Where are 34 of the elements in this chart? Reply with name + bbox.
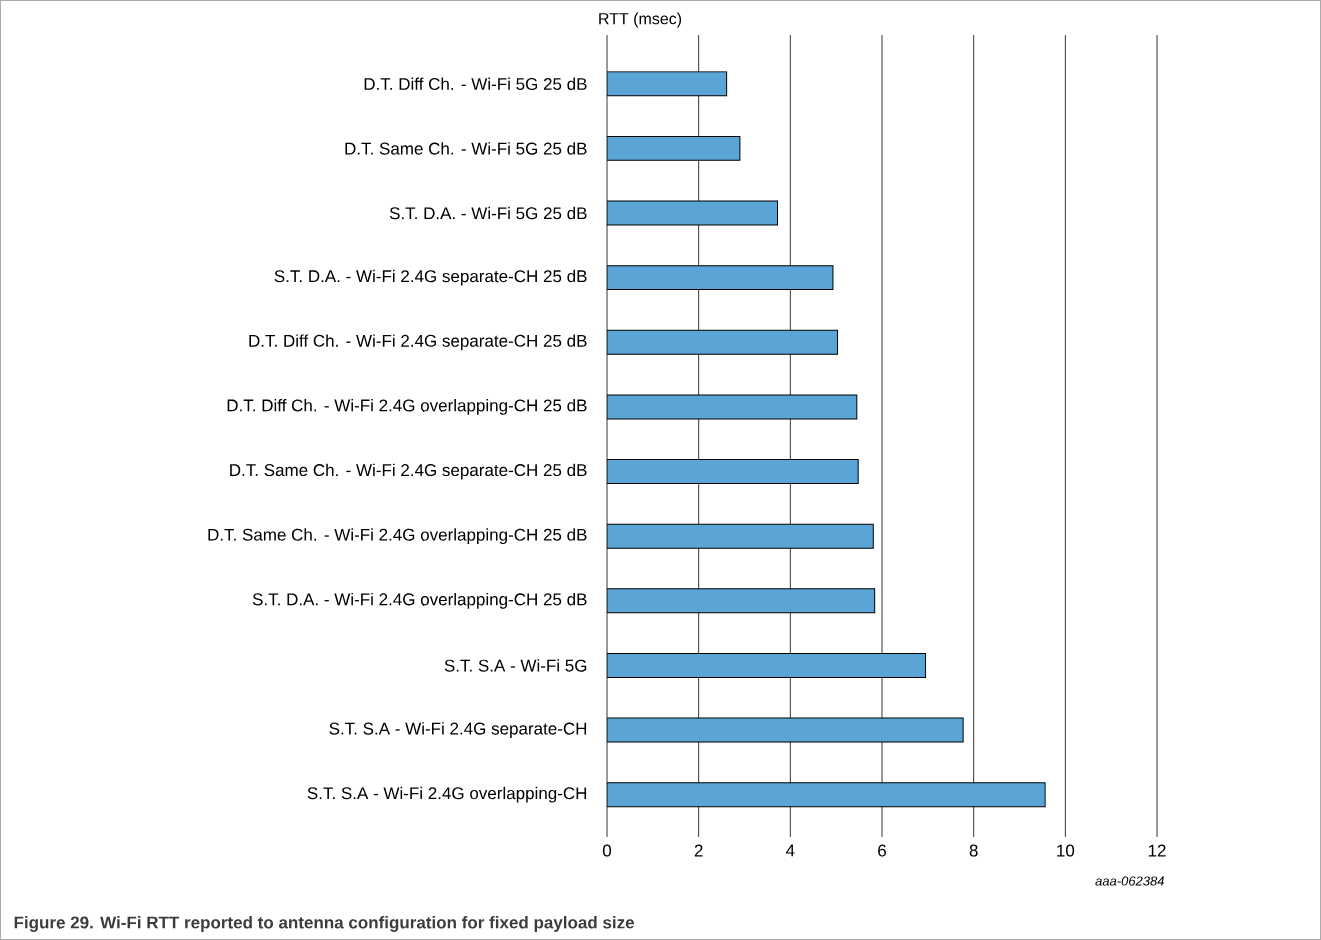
text: Figure 29. Wi-Fi RTT reported to antenna configuration for fixed payload size xyxy=(14,916,635,932)
y-tick-label: D.T. Diff Ch. - Wi-Fi 2.4G overlapping-CH 25 dB xyxy=(227,399,587,415)
bar xyxy=(607,459,859,485)
bar xyxy=(607,265,834,291)
bar xyxy=(607,782,1046,808)
x-axis-title: RTT (msec) xyxy=(599,12,682,28)
x-tick-label: 0 xyxy=(602,844,612,857)
y-tick-label: D.T. Diff Ch. - Wi-Fi 5G 25 dB xyxy=(364,77,587,91)
bar xyxy=(607,588,876,614)
y-tick-label: S.T. S.A - Wi-Fi 5G xyxy=(444,659,587,672)
x-tick-label: 8 xyxy=(969,844,978,857)
y-tick-label: S.T. D.A. - Wi-Fi 5G 25 dB xyxy=(389,206,587,220)
bar xyxy=(607,200,779,226)
y-tick-label: D.T. Same Ch. - Wi-Fi 5G 25 dB xyxy=(345,142,587,155)
bar xyxy=(607,523,874,549)
x-tick-label: 6 xyxy=(878,844,886,857)
y-tick-label: D.T. Diff Ch. - Wi-Fi 2.4G separate-CH 25 dB xyxy=(249,334,587,351)
x-tick-label: 10 xyxy=(1057,844,1075,857)
y-tick-label: S.T. S.A - Wi-Fi 2.4G separate-CH xyxy=(329,722,587,738)
y-tick-label: S.T. S.A - Wi-Fi 2.4G overlapping-CH xyxy=(307,786,587,803)
x-tick-label: 2 xyxy=(694,844,703,857)
bar xyxy=(607,394,858,420)
x-tick-label: 12 xyxy=(1148,844,1166,857)
bar xyxy=(607,717,964,743)
bar xyxy=(607,71,728,97)
y-tick-label: D.T. Same Ch. - Wi-Fi 2.4G overlapping-CH 25 dB xyxy=(208,528,587,545)
bar xyxy=(607,329,839,355)
y-tick-label: S.T. D.A. - Wi-Fi 2.4G separate-CH 25 dB xyxy=(274,269,587,286)
x-tick-label: 4 xyxy=(786,844,795,857)
bar xyxy=(607,652,927,678)
y-tick-label: S.T. D.A. - Wi-Fi 2.4G overlapping-CH 25 dB xyxy=(252,592,587,609)
y-tick-label: D.T. Same Ch. - Wi-Fi 2.4G separate-CH 25 dB xyxy=(230,463,587,480)
text: aaa-062384 xyxy=(1095,876,1164,886)
bar xyxy=(607,135,741,161)
